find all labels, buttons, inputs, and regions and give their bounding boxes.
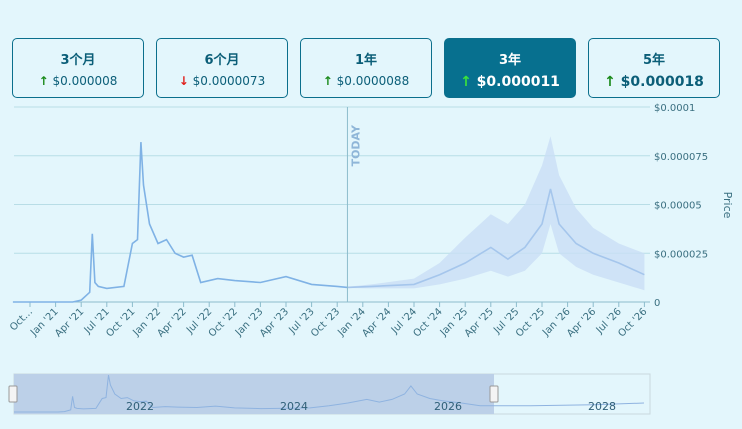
arrow-down-icon: ↓ xyxy=(178,74,189,88)
x-tick-label: Oct '23 xyxy=(309,306,342,339)
x-tick-label: Apr '21 xyxy=(53,306,86,339)
period-title: 5年 xyxy=(642,53,666,68)
x-tick-label: Oct '21 xyxy=(104,306,137,339)
navigator-handle[interactable] xyxy=(489,385,499,403)
y-tick-label: $0.0001 xyxy=(654,103,695,114)
period-value: $0.000011 xyxy=(476,74,560,90)
navigator-year-label: 2024 xyxy=(280,400,308,413)
arrow-up-icon: ↑ xyxy=(604,74,616,90)
y-tick-label: $0.000025 xyxy=(654,249,708,260)
period-value: $0.000018 xyxy=(620,74,704,90)
period-card-2[interactable]: 1年 ↑ $0.0000088 xyxy=(300,38,432,98)
history-line xyxy=(12,142,348,303)
x-tick-label: Oct '24 xyxy=(412,306,445,339)
period-title: 1年 xyxy=(354,53,378,68)
period-card-3[interactable]: 3年 ↑ $0.000011 xyxy=(444,38,576,98)
period-card-4[interactable]: 5年 ↑ $0.000018 xyxy=(588,38,720,98)
x-tick-label: Apr '22 xyxy=(156,306,189,339)
x-tick-label: Oct '26 xyxy=(616,306,649,339)
arrow-up-icon: ↑ xyxy=(460,74,472,90)
period-value: $0.0000073 xyxy=(192,74,266,88)
navigator-year-label: 2022 xyxy=(126,400,154,413)
y-tick-label: 0 xyxy=(654,298,660,309)
period-title: 3年 xyxy=(498,53,522,68)
navigator-year-label: 2026 xyxy=(434,400,462,413)
arrow-up-icon: ↑ xyxy=(38,74,49,88)
x-tick-label: Apr '23 xyxy=(258,306,291,339)
navigator-line xyxy=(14,375,645,413)
navigator-selection xyxy=(14,374,494,414)
y-axis-title: Price xyxy=(721,192,734,219)
x-tick-label: Apr '25 xyxy=(463,306,496,339)
y-tick-label: $0.000075 xyxy=(654,152,708,163)
x-tick-label: Apr '26 xyxy=(565,306,598,339)
period-value: $0.0000088 xyxy=(336,74,410,88)
period-title: 3个月 xyxy=(60,53,96,68)
period-card-1[interactable]: 6个月 ↓ $0.0000073 xyxy=(156,38,288,98)
period-value: $0.000008 xyxy=(52,74,118,88)
period-card-0[interactable]: 3个月 ↑ $0.000008 xyxy=(12,38,144,98)
navigator-handle[interactable] xyxy=(8,385,18,403)
x-tick-label: Oct '25 xyxy=(514,306,547,339)
x-tick-label: Apr '24 xyxy=(360,306,393,339)
today-label: TODAY xyxy=(349,124,362,166)
forecast-band xyxy=(347,136,645,291)
navigator-year-label: 2028 xyxy=(588,400,616,413)
period-title: 6个月 xyxy=(204,53,240,68)
forecast-line xyxy=(347,188,645,289)
y-tick-label: $0.00005 xyxy=(654,201,702,212)
arrow-up-icon: ↑ xyxy=(322,74,333,88)
x-tick-label: Oct '22 xyxy=(207,306,240,339)
